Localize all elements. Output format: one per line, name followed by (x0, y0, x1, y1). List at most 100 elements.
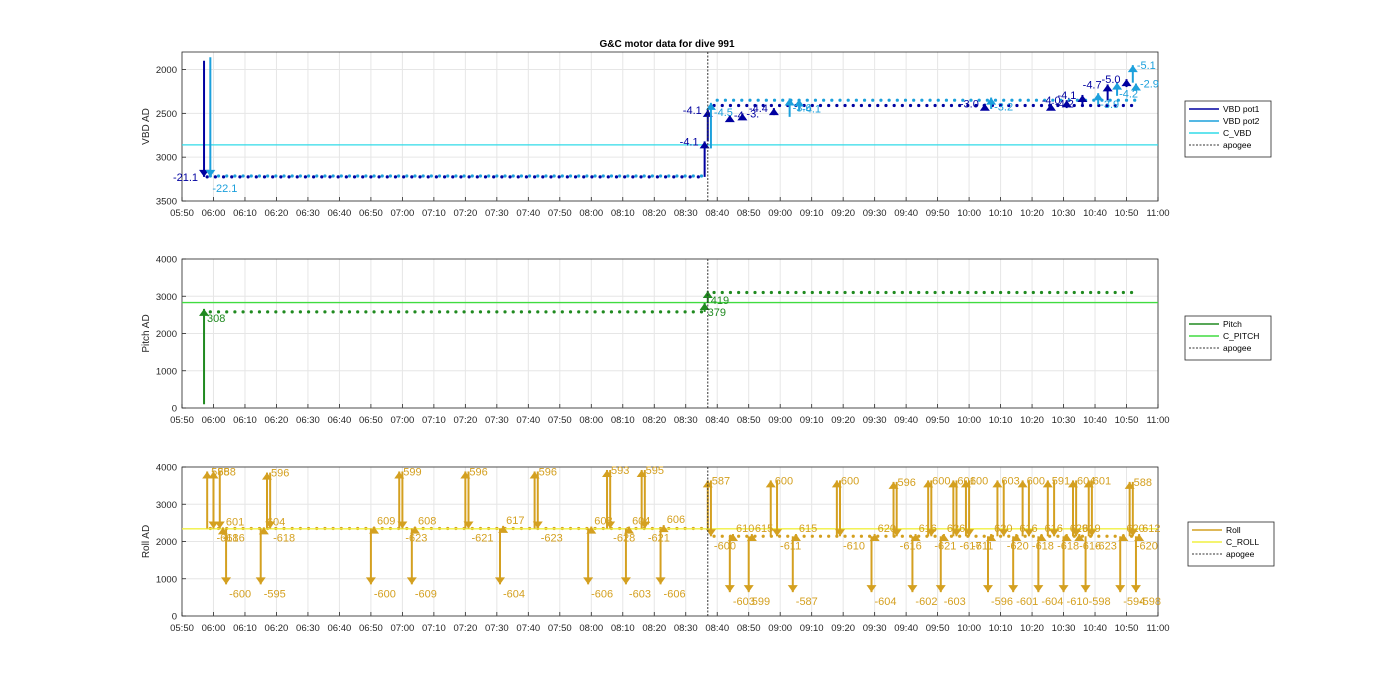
series-vbd-pot2-point (478, 174, 483, 178)
series-roll-point (974, 534, 978, 538)
series-pitch-point (1015, 290, 1019, 295)
event-label: 591 (1052, 475, 1070, 487)
series-pitch-point (958, 290, 962, 295)
series-vbd-pot1-point (827, 103, 831, 108)
event-label: -4.7 (1083, 79, 1102, 91)
series-pitch-point (786, 290, 790, 295)
event-arrowhead (787, 585, 798, 593)
series-vbd-pot2-point (626, 174, 630, 178)
series-vbd-pot1-point (696, 175, 700, 179)
legend-entry: apogee (1226, 549, 1255, 559)
series-vbd-pot1-point (908, 103, 913, 108)
series-vbd-pot1-point (761, 103, 765, 108)
event-label: 379 (708, 307, 726, 319)
event-arrowhead (1033, 585, 1044, 593)
series-roll-point (720, 534, 724, 538)
series-pitch-point (397, 310, 401, 314)
event-label: -587 (796, 596, 818, 608)
x-tick-label: 09:30 (863, 208, 887, 219)
series-roll-point (1097, 534, 1101, 538)
y-tick-label: 2500 (156, 109, 177, 120)
series-roll-point (810, 534, 814, 538)
event-arrowhead (699, 141, 710, 149)
series-vbd-pot1-point (271, 175, 275, 179)
series-vbd-pot1-point (835, 103, 839, 108)
series-pitch-point (917, 290, 921, 295)
event-arrowhead (1061, 100, 1072, 108)
event-arrowhead (258, 527, 269, 535)
series-roll-point (958, 534, 962, 538)
series-vbd-pot2-point (429, 174, 433, 178)
series-vbd-pot2-point (511, 174, 515, 178)
series-pitch-point (1105, 290, 1109, 295)
series-pitch-point (478, 310, 483, 314)
series-vbd-pot2-point (1010, 98, 1014, 102)
event-label: 596 (271, 468, 289, 480)
event-arrowhead (1130, 83, 1141, 91)
series-roll-point (859, 534, 864, 538)
event-arrowhead (746, 534, 757, 542)
series-vbd-pot2-point (781, 98, 785, 102)
series-vbd-pot2-point (552, 174, 556, 178)
event-arrowhead (1127, 65, 1138, 73)
event-label: 616 (1045, 523, 1063, 535)
series-pitch-point (462, 310, 466, 314)
series-pitch-point (266, 310, 270, 314)
series-pitch-point (1072, 290, 1076, 295)
series-vbd-pot1-point (393, 175, 398, 179)
series-vbd-pot2-point (740, 98, 744, 102)
series-vbd-pot2-point (495, 174, 499, 178)
series-pitch-point (437, 310, 442, 314)
event-label: 600 (1027, 475, 1045, 487)
series-pitch-point (745, 290, 749, 295)
series-vbd-pot1-point (623, 175, 627, 179)
series-pitch-point (618, 310, 622, 314)
series-vbd-pot1-point (1089, 103, 1093, 108)
series-vbd-pot1-point (737, 103, 741, 108)
series-vbd-pot2-point (691, 174, 695, 178)
series-pitch-point (761, 290, 765, 295)
y-tick-label: 2000 (156, 65, 177, 76)
series-vbd-pot1-point (769, 103, 773, 108)
event-label: 620 (878, 523, 896, 535)
x-tick-label: 06:30 (296, 415, 320, 426)
event-label: -3.9 (1100, 99, 1119, 111)
series-vbd-pot2-point (421, 174, 425, 178)
event-arrowhead (891, 529, 902, 537)
series-vbd-pot1-point (369, 175, 373, 179)
series-vbd-pot1-point (541, 175, 545, 179)
series-vbd-pot1-point (1072, 103, 1076, 108)
x-tick-label: 06:30 (296, 623, 320, 634)
series-vbd-pot2-point (601, 174, 605, 178)
y-tick-label: 3000 (156, 292, 177, 303)
series-roll-point (1048, 534, 1052, 538)
series-vbd-pot1-point (598, 175, 602, 179)
series-vbd-pot2-point (339, 174, 343, 178)
series-pitch-point (1080, 290, 1085, 295)
legend-entry: C_PITCH (1223, 331, 1259, 341)
event-label: -596 (991, 596, 1013, 608)
series-pitch-point (642, 310, 646, 314)
event-label: -618 (273, 532, 295, 544)
series-vbd-pot1-point (1031, 103, 1035, 108)
series-vbd-pot1-point (213, 175, 217, 179)
event-arrowhead (907, 585, 918, 593)
series-pitch-point (626, 310, 630, 314)
series-vbd-pot1-point (745, 103, 749, 108)
event-label: -616 (223, 532, 245, 544)
series-vbd-pot1-point (451, 175, 455, 179)
series-vbd-pot1-point (385, 175, 389, 179)
series-vbd-pot1-point (655, 175, 660, 179)
series-pitch-point (225, 310, 229, 314)
series-pitch-point (585, 310, 589, 314)
series-pitch-point (364, 310, 368, 314)
series-vbd-pot1-point (434, 175, 438, 179)
series-vbd-pot1-point (295, 175, 299, 179)
series-vbd-pot2-point (380, 174, 384, 178)
event-label: 596 (469, 466, 487, 478)
event-label: 308 (207, 313, 225, 325)
series-vbd-pot1-point (287, 175, 291, 179)
series-vbd-pot2-point (895, 98, 899, 102)
event-label: -4.1 (1057, 90, 1076, 102)
